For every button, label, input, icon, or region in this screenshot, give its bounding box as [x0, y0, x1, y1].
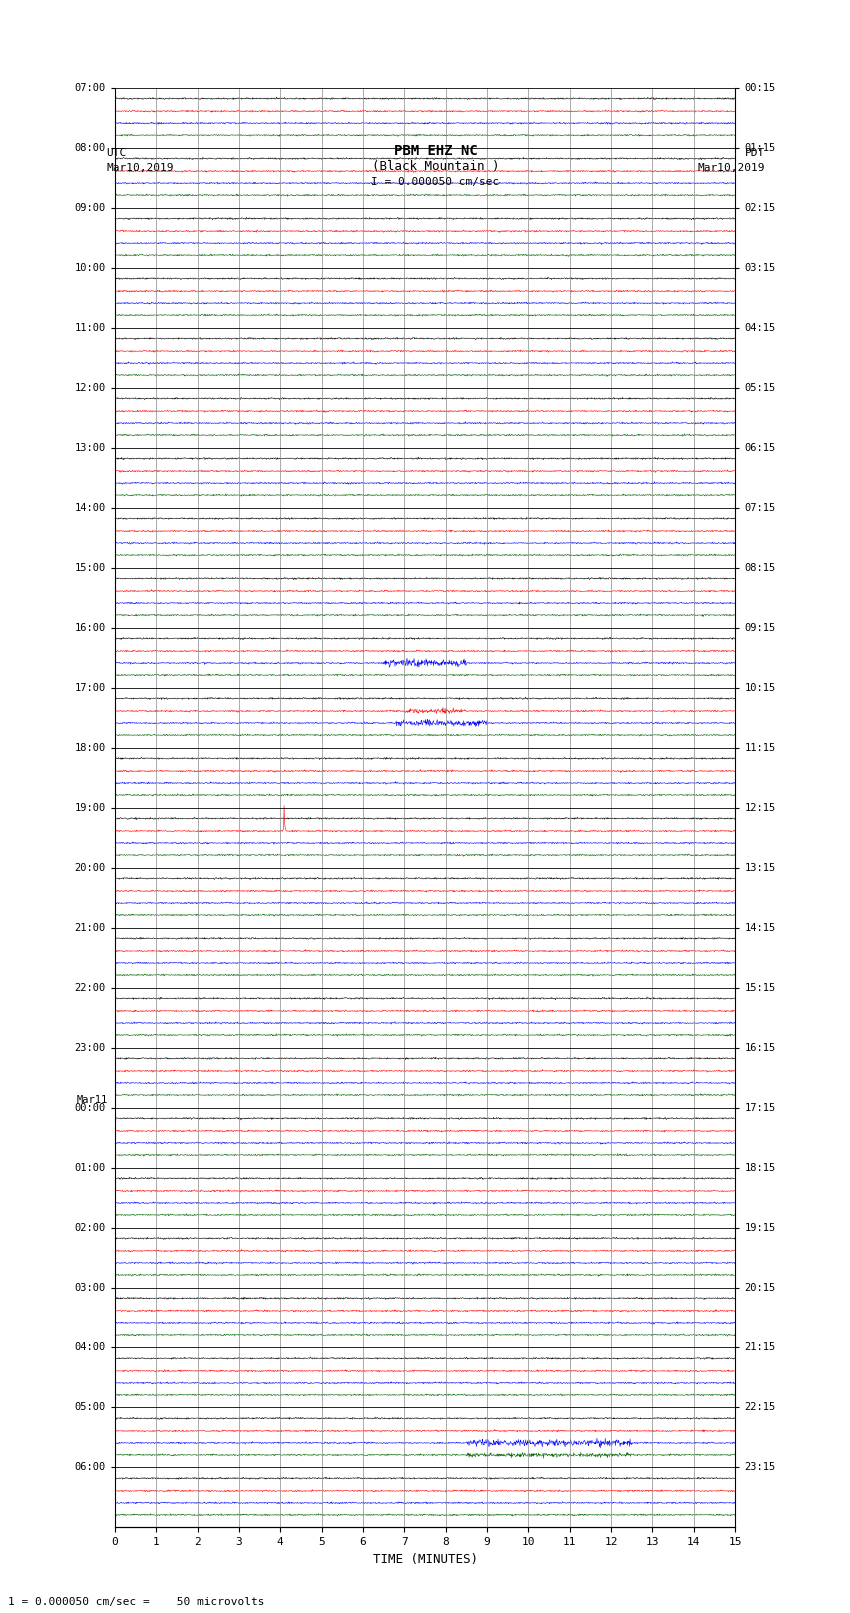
- X-axis label: TIME (MINUTES): TIME (MINUTES): [372, 1553, 478, 1566]
- Text: Mar11: Mar11: [76, 1095, 108, 1105]
- Text: PBM EHZ NC: PBM EHZ NC: [394, 144, 478, 158]
- Text: UTC: UTC: [106, 148, 127, 158]
- Text: (Black Mountain ): (Black Mountain ): [371, 160, 499, 173]
- Text: 1 = 0.000050 cm/sec =    50 microvolts: 1 = 0.000050 cm/sec = 50 microvolts: [8, 1597, 265, 1607]
- Text: Mar10,2019: Mar10,2019: [106, 163, 173, 173]
- Text: PDT: PDT: [745, 148, 765, 158]
- Text: I = 0.000050 cm/sec: I = 0.000050 cm/sec: [371, 177, 500, 187]
- Text: Mar10,2019: Mar10,2019: [698, 163, 765, 173]
